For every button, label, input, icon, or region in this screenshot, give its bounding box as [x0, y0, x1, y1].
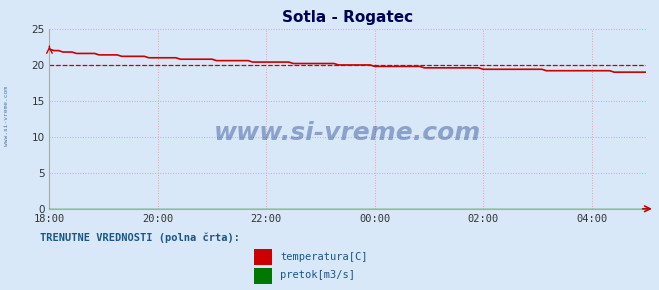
- Text: temperatura[C]: temperatura[C]: [280, 252, 368, 262]
- Title: Sotla - Rogatec: Sotla - Rogatec: [282, 10, 413, 25]
- Text: www.si-vreme.com: www.si-vreme.com: [4, 86, 9, 146]
- Text: www.si-vreme.com: www.si-vreme.com: [214, 121, 481, 145]
- Text: pretok[m3/s]: pretok[m3/s]: [280, 271, 355, 280]
- Text: TRENUTNE VREDNOSTI (polna črta):: TRENUTNE VREDNOSTI (polna črta):: [40, 232, 239, 243]
